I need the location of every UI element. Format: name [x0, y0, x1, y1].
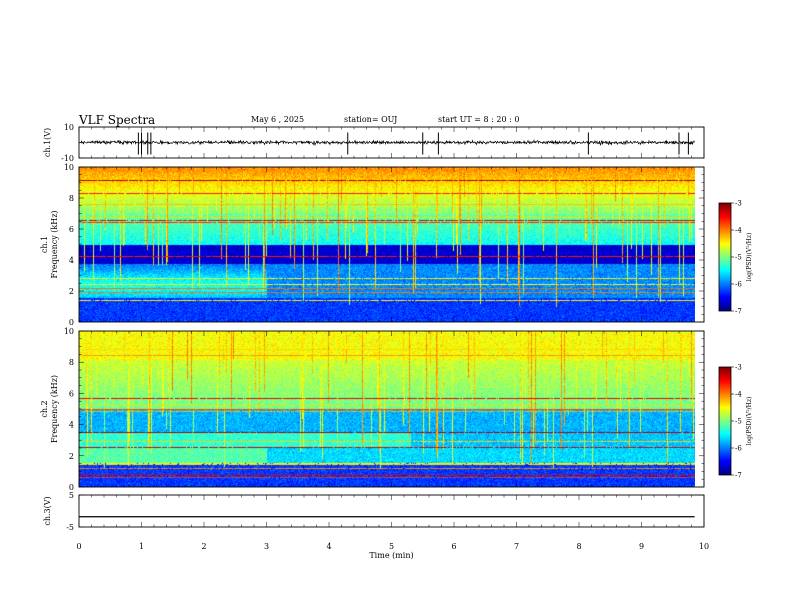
x-tick-label: 3 [264, 542, 269, 551]
spectrogram-ch1-ytick-label: 8 [69, 194, 74, 203]
waveform-ch1-trace [78, 139, 695, 147]
spectrogram-ch1-channel-label: ch.1 [40, 236, 49, 253]
x-tick-label: 5 [389, 542, 394, 551]
spectrogram-ch1-ytick-label: 0 [69, 318, 74, 327]
spectrogram-ch2-ytick-label: 8 [69, 358, 74, 367]
spectrogram-ch2-image [79, 331, 695, 487]
colorbar-ch1 [719, 203, 731, 311]
colorbar-ch2-tick-label: -6 [735, 445, 742, 453]
spectrogram-ch1-ytick-label: 4 [69, 256, 74, 265]
colorbar-ch1-tick-label: -7 [735, 308, 742, 316]
station-label: station= OUJ [344, 115, 398, 124]
spectrogram-ch1-ytick-label: 10 [64, 163, 74, 172]
colorbar-ch2-tick-label: -4 [735, 391, 742, 399]
spectrogram-ch2-ytick-label: 4 [69, 421, 74, 430]
start-time-label: start UT = 8 : 20 : 0 [438, 115, 520, 124]
x-tick-label: 0 [76, 542, 81, 551]
colorbar-ch2-tick-label: -5 [735, 418, 742, 426]
date-label: May 6 , 2025 [251, 115, 305, 124]
figure-title: VLF Spectra [79, 113, 156, 127]
colorbar-ch1-tick-label: -3 [735, 200, 742, 208]
waveform-ch3-ytick-label: -5 [66, 523, 74, 532]
waveform-ch3-ytick-label: 5 [69, 491, 74, 500]
x-tick-label: 4 [326, 542, 331, 551]
spectrogram-ch2-ylabel: Frequency (kHz) [50, 375, 59, 443]
x-tick-label: 1 [139, 542, 144, 551]
spectrogram-ch1-ytick-label: 6 [69, 225, 74, 234]
x-tick-label: 2 [201, 542, 206, 551]
x-tick-label: 8 [576, 542, 581, 551]
colorbar-ch2 [719, 367, 731, 475]
colorbar-ch2-label: log(PSD)(V²/Hz) [746, 397, 753, 446]
spectrogram-ch1-image [79, 167, 695, 322]
x-tick-label: 10 [699, 542, 709, 551]
colorbar-ch1-tick-label: -6 [735, 281, 742, 289]
spectrogram-ch2-channel-label: ch.2 [40, 400, 49, 417]
spectrogram-ch2-ytick-label: 2 [69, 452, 74, 461]
waveform-ch1-ytick-label: -10 [61, 154, 74, 163]
waveform-ch3-ylabel: ch.3(V) [43, 496, 52, 525]
colorbar-ch1-label: log(PSD)(V²/Hz) [746, 233, 753, 282]
x-tick-label: 9 [639, 542, 644, 551]
spectrogram-ch1-ytick-label: 2 [69, 287, 74, 296]
spectrogram-ch1-ylabel: Frequency (kHz) [50, 210, 59, 278]
colorbar-ch2-tick-label: -7 [735, 472, 742, 480]
waveform-ch1-ylabel: ch.1(V) [43, 128, 52, 157]
colorbar-ch2-tick-label: -3 [735, 364, 742, 372]
x-axis-label: Time (min) [369, 551, 413, 560]
spectrogram-ch2-ytick-label: 0 [69, 483, 74, 492]
colorbar-ch1-tick-label: -4 [735, 227, 742, 235]
spectrogram-ch2-ytick-label: 6 [69, 389, 74, 398]
waveform-ch1-ytick-label: 10 [64, 123, 74, 132]
x-tick-label: 7 [514, 542, 519, 551]
spectrogram-ch2-ytick-label: 10 [64, 327, 74, 336]
colorbar-ch1-tick-label: -5 [735, 254, 742, 262]
x-tick-label: 6 [451, 542, 456, 551]
